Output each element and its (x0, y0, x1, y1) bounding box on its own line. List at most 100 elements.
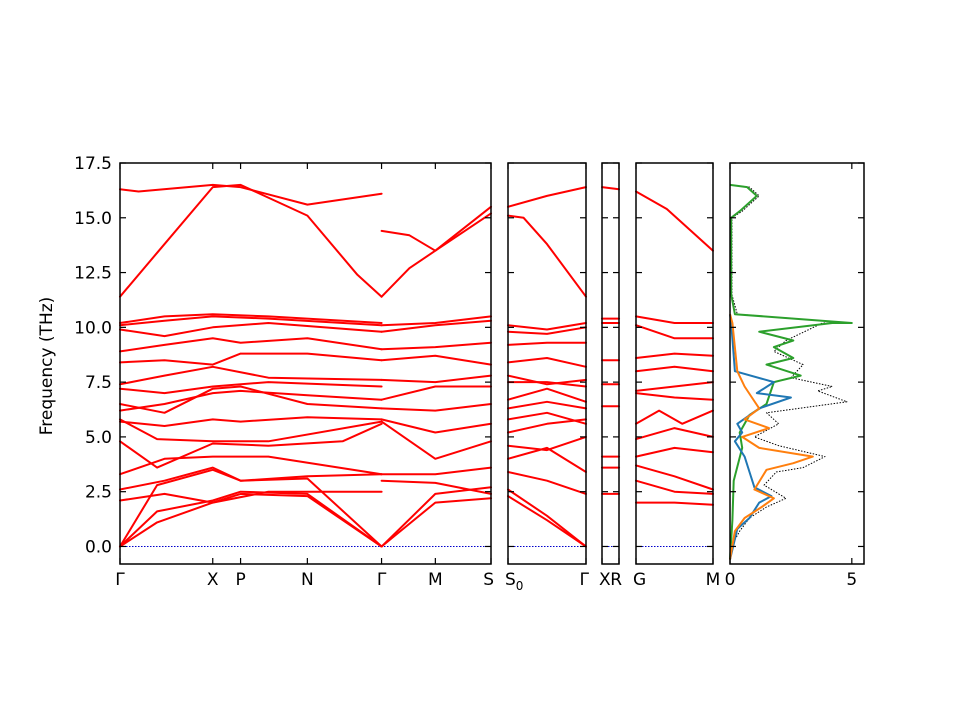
phonon-band-line (507, 381, 587, 388)
x-tick-label-text: Γ (580, 570, 590, 590)
phonon-band-line (119, 365, 383, 386)
y-tick-label: 0.0 (85, 537, 112, 557)
dos-x-tick-label: 0 (725, 570, 736, 590)
x-tick-label-text: G (633, 570, 646, 590)
x-tick-label-text: M (428, 570, 443, 590)
phonon-band-line (507, 495, 587, 548)
dos-x-tick-label: 5 (846, 570, 857, 590)
phonon-band-line (635, 409, 714, 425)
phonon-band-line (119, 416, 383, 427)
y-axis-label: Frequency (THz) (37, 297, 57, 436)
x-tick-label: R (610, 570, 622, 590)
phonon-band-line (507, 400, 587, 410)
total-dos-curve (729, 184, 853, 560)
phonon-band-line (119, 418, 383, 443)
x-tick-label-text: R (610, 570, 622, 590)
phonon-band-line (380, 315, 492, 327)
x-tick-label: X (207, 570, 219, 590)
phonon-band-line (507, 326, 587, 335)
y-tick-label: 7.5 (85, 373, 112, 393)
phonon-band-line (119, 492, 383, 548)
phonon-band-line (380, 385, 492, 401)
phonon-band-line (380, 374, 492, 384)
x-tick-label: M (428, 570, 443, 590)
x-tick-label: S (483, 570, 494, 590)
phonon-band-line (635, 352, 714, 359)
partial-dos-curve (729, 314, 792, 560)
x-tick-label: Γ (377, 570, 387, 590)
phonon-band-line (635, 427, 714, 441)
x-tick-label-text: S (505, 570, 516, 590)
phonon-band-line (119, 385, 383, 414)
phonon-band-line (507, 471, 587, 495)
phonon-band-line (119, 313, 383, 324)
x-tick-label: G (633, 570, 646, 590)
phonon-band-line (380, 497, 492, 548)
phonon-band-line (507, 387, 587, 403)
dos-panel-frame (729, 162, 865, 565)
phonon-band-line (507, 322, 587, 331)
phonon-band-line (635, 501, 714, 506)
x-tick-label-text: X (599, 570, 611, 590)
x-tick-label: Γ (580, 570, 590, 590)
phonon-band-line (380, 486, 492, 548)
phonon-band-line (635, 365, 714, 373)
phonon-band-line (635, 315, 714, 324)
x-tick-label: M (706, 570, 721, 590)
x-tick-label-text: P (235, 570, 245, 590)
phonon-band-line (601, 186, 620, 191)
phonon-band-line (119, 352, 383, 366)
phonon-band-line (119, 381, 383, 395)
y-tick-label: 10.0 (74, 318, 112, 338)
phonon-band-line (119, 322, 383, 338)
y-tick-label: 5.0 (85, 428, 112, 448)
panel-frame (507, 162, 587, 565)
x-tick-label: X (599, 570, 611, 590)
phonon-band-line (380, 205, 492, 298)
x-tick-label: S0 (505, 570, 523, 593)
phonon-band-line (119, 455, 383, 476)
phonon-band-line (635, 381, 714, 392)
phonon-band-line (119, 183, 383, 298)
phonon-band-line (635, 446, 714, 458)
partial-dos-curve (729, 313, 814, 560)
x-tick-label-subscript: 0 (516, 579, 524, 593)
phonon-band-line (380, 319, 492, 333)
x-tick-label-text: Γ (377, 570, 387, 590)
phonon-band-line (635, 479, 714, 495)
phonon-band-line (119, 337, 383, 353)
phonon-band-line (507, 435, 587, 452)
phonon-band-line (507, 186, 587, 208)
phonon-band-line (507, 374, 587, 386)
phonon-band-line (119, 389, 383, 412)
partial-dos-curve (729, 183, 853, 560)
phonon-band-line (119, 422, 383, 469)
phonon-band-line (380, 418, 492, 434)
phonon-band-line (507, 341, 587, 346)
y-tick-label: 15.0 (74, 209, 112, 229)
y-tick-label: 2.5 (85, 483, 112, 503)
x-tick-label-text: Γ (115, 570, 125, 590)
panel-frame (635, 162, 714, 565)
phonon-band-line (119, 466, 383, 491)
phonon-band-line (635, 464, 714, 491)
phonon-band-line (119, 490, 383, 504)
phonon-band-line (119, 490, 383, 548)
x-tick-label-text: S (483, 570, 494, 590)
phonon-band-line (380, 466, 492, 476)
phonon-band-line (119, 183, 383, 206)
phonon-band-line (507, 357, 587, 368)
phonon-band-line (507, 214, 587, 298)
panel-frame (119, 162, 492, 565)
phonon-band-line (380, 354, 492, 366)
phonon-band-line (380, 403, 492, 412)
x-tick-label: Γ (115, 570, 125, 590)
panel-frame (601, 162, 620, 565)
phonon-band-line (380, 212, 492, 252)
